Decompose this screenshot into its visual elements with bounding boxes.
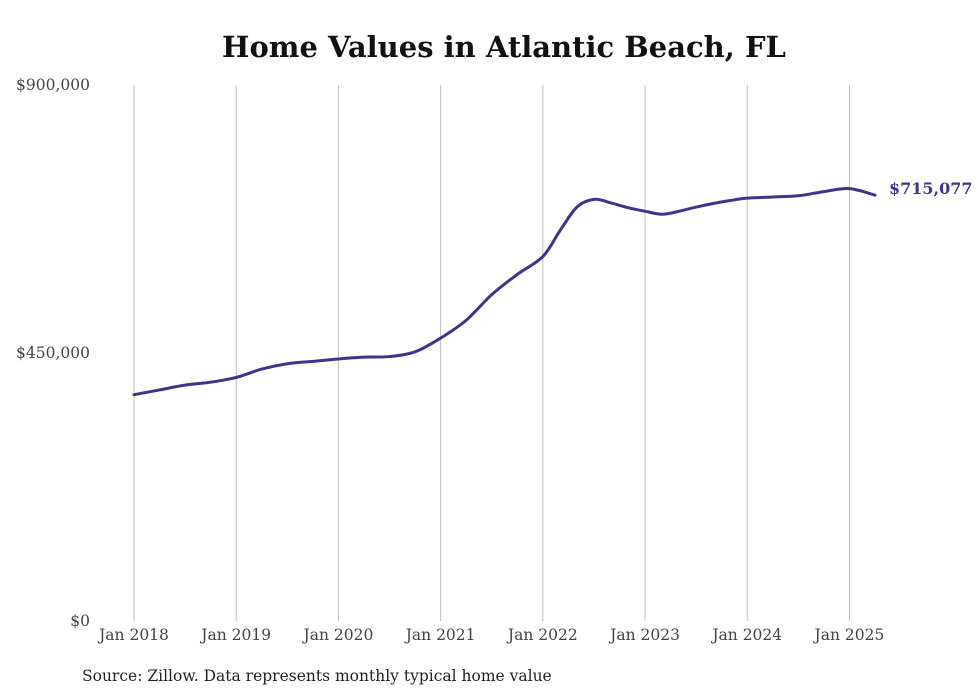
series-line xyxy=(132,187,877,397)
x-tick-label: Jan 2023 xyxy=(608,626,680,644)
x-tick-label: Jan 2019 xyxy=(199,626,271,644)
x-tick-label: Jan 2020 xyxy=(302,626,374,644)
x-tick-label: Jan 2021 xyxy=(404,626,476,644)
x-axis: Jan 2018 Jan 2019 Jan 2020 Jan 2021 Jan 2022… xyxy=(97,626,884,644)
x-tick-label: Jan 2025 xyxy=(813,626,885,644)
chart-title: Home Values in Atlantic Beach, FL xyxy=(222,30,786,64)
y-tick-label: $450,000 xyxy=(16,344,90,362)
y-tick-label: $900,000 xyxy=(16,76,90,94)
x-tick-label: Jan 2022 xyxy=(506,626,578,644)
x-tick-label: Jan 2018 xyxy=(97,626,169,644)
end-value-label: $715,077 xyxy=(889,179,973,198)
series-layer xyxy=(132,187,877,397)
grid-lines xyxy=(133,85,850,621)
y-tick-label: $0 xyxy=(70,612,90,630)
y-axis: $0 $450,000 $900,000 xyxy=(16,76,90,630)
annotation-layer: $715,077 xyxy=(889,179,973,198)
x-tick-label: Jan 2024 xyxy=(710,626,782,644)
source-note: Source: Zillow. Data represents monthly … xyxy=(82,667,552,685)
